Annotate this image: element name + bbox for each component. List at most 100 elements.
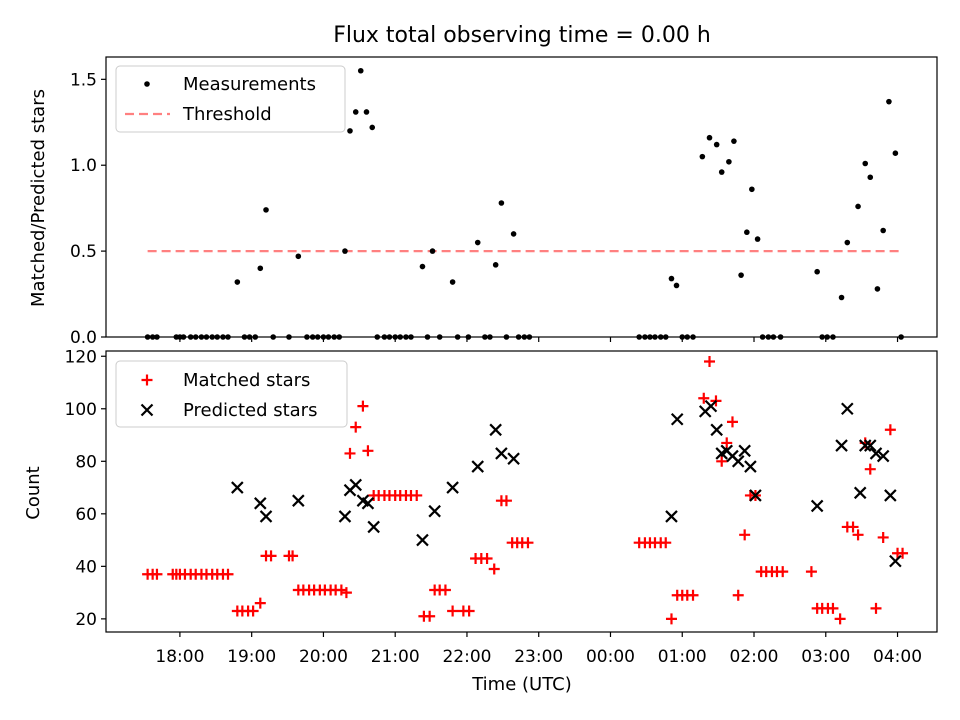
measurement-point xyxy=(862,160,869,167)
predicted-star-point xyxy=(710,423,723,437)
legend-predicted-label: Predicted stars xyxy=(183,400,317,421)
measurement-point xyxy=(295,253,302,260)
bottom-y-tick-label: 100 xyxy=(65,400,97,420)
x-tick-label: 00:00 xyxy=(586,647,635,667)
predicted-star-point xyxy=(863,439,877,452)
legend-matched-label: Matched stars xyxy=(183,370,310,391)
matched-star-point xyxy=(897,547,909,559)
matched-star-point xyxy=(340,587,352,599)
bottom-y-tick-label: 80 xyxy=(75,452,97,472)
predicted-star-point xyxy=(495,447,508,460)
x-tick-label: 03:00 xyxy=(801,647,850,667)
measurement-point xyxy=(668,275,675,282)
matched-star-point xyxy=(481,552,493,564)
legend-measurements-label: Measurements xyxy=(183,74,316,95)
x-tick-label: 01:00 xyxy=(658,647,707,667)
measurement-point xyxy=(718,169,725,175)
matched-star-point xyxy=(350,421,362,433)
predicted-star-point xyxy=(349,478,363,492)
predicted-star-point xyxy=(259,510,273,523)
matched-star-point xyxy=(726,416,738,428)
bottom-y-tick-label: 20 xyxy=(75,610,97,630)
measurement-point xyxy=(744,229,750,236)
predicted-star-point xyxy=(841,402,854,416)
matched-star-point xyxy=(254,597,266,609)
predicted-star-point xyxy=(889,554,902,568)
predicted-star-point xyxy=(835,439,848,452)
bottom-legend: Matched stars Predicted stars xyxy=(115,360,348,428)
measurement-point xyxy=(510,231,517,237)
bottom-y-tick-label: 120 xyxy=(65,347,97,367)
matched-star-point xyxy=(716,455,728,467)
matched-star-point xyxy=(265,550,277,562)
matched-star-point xyxy=(687,589,699,601)
predicted-star-point xyxy=(876,449,890,463)
predicted-star-point xyxy=(749,489,762,502)
matched-star-point xyxy=(424,610,436,622)
predicted-star-point xyxy=(731,455,745,468)
matched-star-point xyxy=(847,521,859,533)
bottom-y-tick-label: 40 xyxy=(75,557,97,577)
legend-predicted-marker xyxy=(140,403,154,417)
predicted-star-point xyxy=(858,439,872,452)
measurement-point xyxy=(713,141,720,148)
measurement-point xyxy=(731,138,737,144)
chart-title: Flux total observing time = 0.00 h xyxy=(333,23,711,48)
measurement-point xyxy=(352,109,359,115)
measurement-point xyxy=(492,262,499,268)
measurement-point xyxy=(814,268,820,275)
measurement-point xyxy=(369,124,376,131)
measurement-point xyxy=(347,128,353,134)
predicted-star-point xyxy=(471,460,485,473)
matched-star-point xyxy=(344,447,356,459)
matched-star-point xyxy=(447,605,459,617)
legend-measurements-marker xyxy=(144,81,150,87)
measurement-point xyxy=(874,286,881,292)
measurement-point xyxy=(429,248,436,254)
x-tick-label: 18:00 xyxy=(155,647,204,667)
matched-star-point xyxy=(522,537,534,549)
matched-star-point xyxy=(357,400,369,412)
measurement-point xyxy=(844,239,851,246)
bottom-legend-box xyxy=(115,360,348,428)
measurement-point xyxy=(263,207,269,213)
measurement-point xyxy=(754,236,761,242)
predicted-star-point xyxy=(665,510,678,523)
measurement-point xyxy=(419,263,426,270)
measurement-point xyxy=(257,265,264,272)
measurement-point xyxy=(498,200,505,206)
matched-star-point xyxy=(864,463,876,475)
predicted-star-point xyxy=(446,481,459,494)
top-plot-frame xyxy=(105,56,938,338)
matched-star-point xyxy=(704,356,716,368)
bottom-panel: 20 40 60 80 100 120 18:00 19:00 20:00 21:00 22:00 2… xyxy=(65,347,938,667)
matched-star-point xyxy=(665,613,677,625)
matched-star-point xyxy=(500,495,512,507)
bottom-plot-frame xyxy=(105,350,938,633)
x-tick-label: 19:00 xyxy=(227,647,276,667)
measurement-point xyxy=(892,150,899,156)
predicted-star-point xyxy=(489,423,502,437)
matched-star-point xyxy=(721,437,733,449)
top-y-axis-label: Matched/Predicted stars xyxy=(28,89,49,307)
matched-star-point xyxy=(739,529,751,541)
predicted-star-point xyxy=(254,497,267,510)
predicted-star-point xyxy=(338,510,352,523)
matched-star-point xyxy=(884,424,896,436)
measurement-point xyxy=(855,203,861,210)
top-y-tick-label: 0.5 xyxy=(70,242,97,262)
matched-star-point xyxy=(732,589,744,601)
x-tick-label: 21:00 xyxy=(371,647,420,667)
matched-star-point xyxy=(411,489,423,501)
predicted-star-point xyxy=(231,481,244,494)
predicted-star-point xyxy=(744,460,757,473)
legend-threshold-label: Threshold xyxy=(182,104,272,125)
x-tick-label: 22:00 xyxy=(442,647,491,667)
predicted-star-point xyxy=(428,504,441,518)
predicted-star-point xyxy=(670,413,684,426)
bottom-y-tick-label: 60 xyxy=(75,505,97,525)
bottom-y-axis-label: Count xyxy=(23,466,44,519)
predicted-star-point xyxy=(869,447,883,460)
measurement-point xyxy=(706,134,713,141)
